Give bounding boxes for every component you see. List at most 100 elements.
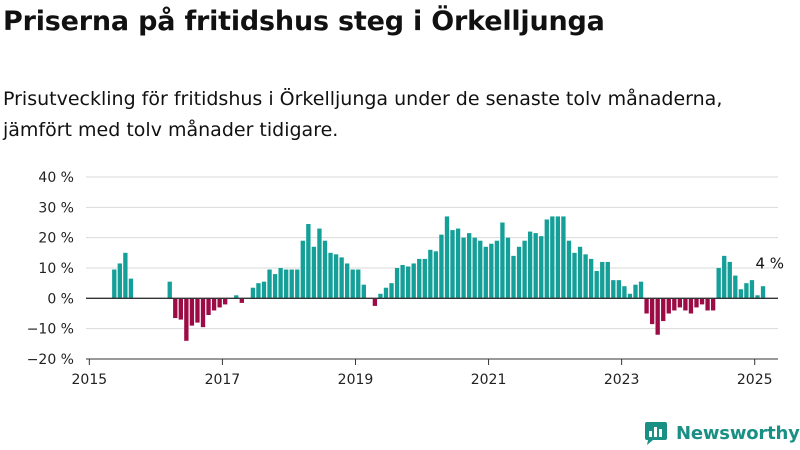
x-tick-label: 2015 xyxy=(72,372,108,388)
bar xyxy=(500,222,505,299)
bar xyxy=(655,298,660,335)
bar xyxy=(223,298,228,305)
bar xyxy=(167,281,172,299)
y-tick-label: 20 % xyxy=(38,231,74,247)
bar xyxy=(572,252,577,299)
bar xyxy=(494,240,500,299)
bar xyxy=(278,268,283,299)
bar xyxy=(306,224,311,299)
bar xyxy=(638,281,644,299)
bar xyxy=(478,240,483,299)
bar xyxy=(328,252,333,299)
bar xyxy=(405,266,411,299)
bar xyxy=(361,284,366,299)
bar xyxy=(173,298,178,319)
y-tick-label: 30 % xyxy=(38,200,74,216)
bar xyxy=(677,298,683,308)
bar xyxy=(539,236,544,299)
bar xyxy=(622,286,627,299)
bar xyxy=(627,293,633,299)
bar xyxy=(123,252,128,299)
y-tick-label: 10 % xyxy=(38,261,74,277)
bar xyxy=(611,280,616,299)
bar xyxy=(333,254,339,299)
bar xyxy=(505,237,511,299)
bar xyxy=(311,246,317,299)
bar xyxy=(605,261,610,299)
bar xyxy=(705,298,710,311)
bar xyxy=(760,286,766,299)
bar xyxy=(588,258,594,299)
bar xyxy=(616,280,622,299)
bar xyxy=(444,216,450,299)
page-subtitle: Prisutveckling för fritidshus i Örkellju… xyxy=(3,88,723,141)
bar xyxy=(561,216,566,299)
bar xyxy=(184,298,189,341)
bar xyxy=(439,234,444,299)
y-tick-label: 0 % xyxy=(47,291,74,307)
bar xyxy=(733,275,738,299)
bar xyxy=(178,298,183,320)
bar xyxy=(749,280,755,299)
annotation-label: 4 % xyxy=(755,254,784,272)
bar xyxy=(594,271,599,299)
bar xyxy=(633,284,638,299)
bar xyxy=(661,298,666,322)
bar xyxy=(566,240,572,299)
bar xyxy=(516,246,522,299)
bar xyxy=(422,258,427,299)
bar xyxy=(555,216,561,299)
bar xyxy=(727,261,732,299)
bar xyxy=(289,269,294,299)
x-tick-label: 2023 xyxy=(604,372,640,388)
bar xyxy=(688,298,694,314)
bar xyxy=(317,228,322,299)
bar xyxy=(672,298,677,311)
x-tick-label: 2025 xyxy=(737,372,773,388)
bar xyxy=(239,298,244,303)
bar xyxy=(527,231,533,299)
bar xyxy=(489,243,494,299)
bar xyxy=(533,233,538,299)
bar xyxy=(699,298,705,305)
y-tick-label: 40 % xyxy=(38,170,74,186)
bar xyxy=(284,269,289,299)
y-tick-label: −10 % xyxy=(27,322,74,338)
x-tick-label: 2017 xyxy=(205,372,241,388)
bar xyxy=(206,298,211,316)
bar xyxy=(195,298,200,323)
bar xyxy=(666,298,671,314)
bar xyxy=(394,268,400,299)
bar xyxy=(272,274,278,299)
bar xyxy=(472,237,477,299)
bar xyxy=(755,295,760,299)
bar xyxy=(250,287,256,299)
page-title: Priserna på fritidshus steg i Örkelljung… xyxy=(3,6,605,37)
bar xyxy=(483,246,488,299)
bar xyxy=(544,219,549,299)
x-tick-label: 2021 xyxy=(471,372,507,388)
brand-name: Newsworthy xyxy=(676,422,800,444)
bar xyxy=(128,278,134,299)
bar xyxy=(256,283,261,299)
bar xyxy=(683,298,688,311)
bar xyxy=(428,249,433,299)
x-tick-label: 2019 xyxy=(338,372,374,388)
bar xyxy=(350,269,355,299)
newsworthy-logo-icon xyxy=(645,422,667,445)
bar xyxy=(461,237,466,299)
bar xyxy=(117,263,122,299)
bar xyxy=(189,298,195,326)
bar xyxy=(710,298,716,311)
bar xyxy=(389,283,394,299)
bar xyxy=(200,298,206,328)
bar xyxy=(738,289,744,299)
bar xyxy=(345,263,350,299)
bar xyxy=(583,254,588,299)
newsworthy-logo: Newsworthy xyxy=(643,419,800,447)
bar xyxy=(550,216,555,299)
bar xyxy=(466,233,472,299)
bar xyxy=(716,268,721,299)
bar xyxy=(511,255,516,299)
